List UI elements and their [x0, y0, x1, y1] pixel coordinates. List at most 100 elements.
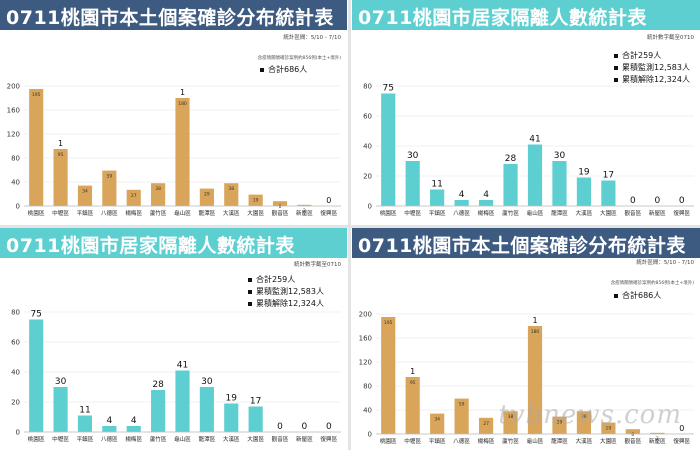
legend: 合計686人 — [614, 290, 661, 302]
x-category-label: 新屋區 — [649, 209, 666, 217]
bar — [478, 200, 494, 206]
x-category-label: 觀音區 — [272, 435, 289, 443]
x-category-label: 桃園區 — [380, 209, 397, 217]
y-tick-label: 20 — [363, 173, 372, 181]
x-category-label: 龜山區 — [174, 435, 191, 443]
bullet-square-icon — [614, 65, 618, 70]
bar-value-label: 30 — [55, 377, 67, 387]
bar — [454, 398, 469, 434]
bar — [29, 319, 44, 432]
x-category-label: 八德區 — [453, 437, 470, 445]
x-category-label: 蘆竹區 — [150, 435, 167, 443]
bar — [199, 387, 214, 432]
y-tick-label: 40 — [11, 369, 20, 377]
bar-chart: 0 20 40 60 80 75 桃園區 30 中壢區 11 平鎮區 4 八德區 4 楊梅區 28 蘆竹區 41 龜… — [363, 83, 694, 217]
bar-value-label: 27 — [131, 193, 137, 199]
bar — [576, 411, 592, 434]
bar-value-label: 0 — [326, 422, 332, 432]
legend: 合計686人 — [260, 64, 307, 76]
bar — [297, 204, 312, 206]
bar — [102, 170, 117, 206]
bar — [405, 161, 420, 206]
x-category-label: 大園區 — [247, 209, 264, 217]
bar-value-label: 0 — [654, 196, 660, 206]
bar-top-label: 0 — [679, 424, 684, 433]
legend-item: 合計259人 — [248, 274, 324, 286]
x-category-label: 大溪區 — [223, 435, 240, 443]
bar-value-label: 17 — [603, 171, 614, 181]
bar — [576, 177, 592, 206]
x-category-label: 新屋區 — [296, 209, 313, 217]
bar — [430, 189, 445, 206]
x-category-label: 八德區 — [453, 209, 470, 217]
x-category-label: 大溪區 — [223, 209, 240, 217]
panel-title: 0711桃園市本土個案確診分布統計表 — [6, 7, 334, 29]
bar-top-label: 1 — [410, 367, 415, 376]
bar-value-label: 34 — [434, 417, 440, 423]
x-category-label: 楊梅區 — [478, 209, 495, 217]
bar-value-label: 30 — [201, 377, 213, 387]
bar-value-label: 0 — [302, 422, 308, 432]
y-tick-label: 40 — [363, 143, 372, 151]
bar — [53, 387, 68, 432]
bar — [601, 180, 616, 206]
bar — [77, 415, 93, 432]
bullet-square-icon — [614, 77, 618, 82]
bar-value-label: 195 — [384, 320, 393, 326]
y-tick-label: 80 — [363, 383, 372, 391]
x-category-label: 中壢區 — [404, 209, 421, 217]
bar — [503, 411, 518, 434]
bar-value-label: 38 — [581, 414, 587, 420]
bar-value-label: 59 — [106, 174, 112, 180]
x-category-label: 八德區 — [101, 209, 118, 217]
bar — [478, 417, 494, 434]
bullet-square-icon — [614, 53, 618, 58]
bar-value-label: 11 — [431, 180, 442, 190]
legend-item: 累積解除12,324人 — [614, 74, 690, 86]
watermark-text: tvbnews.com — [498, 400, 682, 430]
legend-item: 累積解除12,324人 — [248, 298, 324, 310]
panel-local-cases-bottom-right: 0711桃園市本土個案確診分布統計表 統計區間：5/10 - 7/10 含疫情關… — [352, 228, 700, 450]
bullet-square-icon — [248, 301, 252, 306]
x-category-label: 龍潭區 — [551, 209, 568, 217]
bar-value-label: 75 — [30, 310, 41, 320]
bar — [381, 93, 396, 206]
bar-value-label: 28 — [152, 380, 164, 390]
panel-title: 0711桃園市本土個案確診分布統計表 — [358, 235, 686, 257]
bar-value-label: 8 — [279, 204, 282, 210]
bar-value-label: 75 — [383, 84, 394, 94]
bullet-square-icon — [248, 289, 252, 294]
x-category-label: 龍潭區 — [551, 437, 568, 445]
bar-value-label: 19 — [226, 394, 238, 404]
bar-value-label: 4 — [106, 416, 112, 426]
legend-item: 累積監測12,583人 — [614, 62, 690, 74]
bar-value-label: 0 — [277, 422, 283, 432]
x-category-label: 觀音區 — [624, 209, 641, 217]
bar-value-label: 29 — [204, 192, 210, 198]
bar-top-label: 1 — [532, 316, 537, 325]
legend-total: 合計259人 — [622, 51, 662, 60]
bar — [381, 317, 396, 434]
panel-title: 0711桃園市居家隔離人數統計表 — [6, 235, 295, 257]
x-category-label: 平鎮區 — [77, 209, 94, 217]
bar — [126, 189, 141, 206]
panel-home-quarantine-bottom-left: 0711桃園市居家隔離人數統計表 統計數字截至0710 合計259人 累積監測1… — [0, 228, 347, 450]
bar-value-label: 28 — [505, 154, 517, 164]
bar — [29, 89, 44, 206]
panel-header: 0711桃園市居家隔離人數統計表 — [0, 228, 347, 258]
bar-value-label: 38 — [228, 186, 234, 192]
x-category-label: 龜山區 — [527, 437, 544, 445]
panel-home-quarantine-top-right: 0711桃園市居家隔離人數統計表 統計數字截至0710 合計259人 累積監測1… — [352, 0, 700, 225]
y-tick-label: 40 — [11, 179, 20, 187]
x-category-label: 大溪區 — [576, 209, 593, 217]
x-category-label: 大園區 — [600, 209, 617, 217]
x-category-label: 中壢區 — [404, 437, 421, 445]
bar-value-label: 19 — [578, 168, 590, 178]
legend-total: 合計259人 — [256, 275, 296, 284]
bar — [503, 164, 518, 206]
y-tick-label: 60 — [11, 339, 20, 347]
bar-value-label: 34 — [82, 189, 88, 195]
x-category-label: 龜山區 — [174, 209, 191, 217]
y-tick-label: 160 — [7, 107, 20, 115]
legend-item: 合計259人 — [614, 50, 690, 62]
